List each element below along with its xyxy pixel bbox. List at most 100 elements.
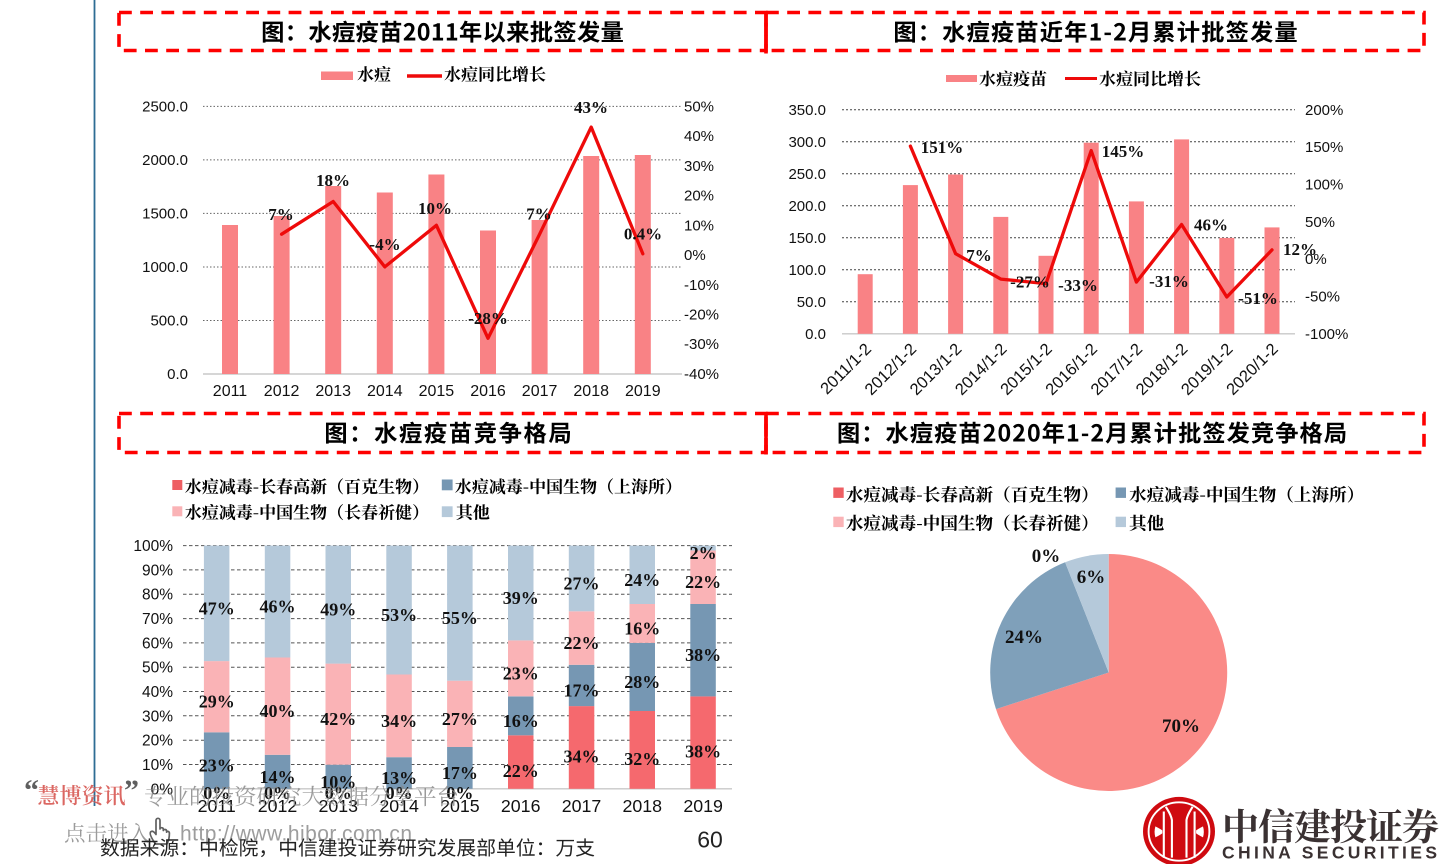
svg-text:-40%: -40% — [684, 366, 719, 383]
svg-text:34%: 34% — [381, 711, 417, 731]
svg-text:22%: 22% — [685, 572, 721, 592]
svg-text:200%: 200% — [1305, 102, 1343, 119]
svg-text:17%: 17% — [564, 680, 600, 700]
svg-text:20%: 20% — [142, 733, 173, 750]
svg-text:250.0: 250.0 — [788, 166, 826, 183]
svg-text:2014: 2014 — [379, 796, 419, 816]
svg-text:16%: 16% — [503, 711, 539, 731]
svg-text:24%: 24% — [624, 570, 660, 590]
svg-text:0.0: 0.0 — [805, 326, 826, 343]
svg-text:2015: 2015 — [419, 383, 455, 400]
svg-text:39%: 39% — [503, 588, 539, 608]
svg-text:2013: 2013 — [319, 796, 359, 816]
svg-text:32%: 32% — [624, 749, 660, 769]
svg-text:16%: 16% — [624, 618, 660, 638]
svg-text:7%: 7% — [268, 205, 294, 224]
svg-text:43%: 43% — [574, 98, 608, 117]
svg-text:2019: 2019 — [683, 796, 723, 816]
svg-text:47%: 47% — [199, 598, 235, 618]
svg-text:14%: 14% — [260, 767, 296, 787]
svg-text:22%: 22% — [564, 633, 600, 653]
svg-text:0%: 0% — [1305, 251, 1327, 268]
svg-text:6%: 6% — [1077, 567, 1106, 588]
svg-text:-20%: -20% — [684, 307, 719, 324]
svg-text:2019: 2019 — [625, 383, 661, 400]
svg-text:-28%: -28% — [468, 309, 508, 328]
svg-text:53%: 53% — [381, 605, 417, 625]
svg-text:-100%: -100% — [1305, 326, 1348, 343]
svg-text:40%: 40% — [142, 684, 173, 701]
svg-text:1500.0: 1500.0 — [142, 205, 188, 222]
svg-text:2500.0: 2500.0 — [142, 98, 188, 115]
svg-text:10%: 10% — [418, 199, 452, 218]
svg-text:0%: 0% — [684, 247, 706, 264]
svg-text:2014: 2014 — [367, 383, 403, 400]
svg-text:40%: 40% — [684, 128, 714, 145]
svg-text:”: ” — [124, 774, 139, 807]
svg-text:46%: 46% — [1194, 216, 1228, 235]
svg-text:2017: 2017 — [522, 383, 558, 400]
svg-text:0%: 0% — [1032, 546, 1061, 567]
svg-text:46%: 46% — [260, 597, 296, 617]
svg-text:350.0: 350.0 — [788, 102, 826, 119]
svg-text:-30%: -30% — [684, 336, 719, 353]
svg-text:100%: 100% — [133, 538, 173, 555]
svg-text:7%: 7% — [966, 246, 992, 265]
svg-text:29%: 29% — [199, 692, 235, 712]
svg-text:2013: 2013 — [315, 383, 351, 400]
svg-text:50.0: 50.0 — [797, 294, 826, 311]
svg-text:10%: 10% — [142, 757, 173, 774]
svg-text:50%: 50% — [1305, 214, 1335, 231]
svg-text:100%: 100% — [1305, 177, 1343, 194]
svg-text:151%: 151% — [921, 138, 964, 157]
svg-text:10%: 10% — [320, 772, 356, 792]
svg-text:2000.0: 2000.0 — [142, 152, 188, 169]
svg-text:300.0: 300.0 — [788, 134, 826, 151]
svg-text:2017: 2017 — [562, 796, 602, 816]
svg-text:38%: 38% — [685, 742, 721, 762]
svg-text:70%: 70% — [1162, 716, 1200, 737]
svg-text:-10%: -10% — [684, 277, 719, 294]
svg-text:20%: 20% — [684, 188, 714, 205]
svg-text:200.0: 200.0 — [788, 198, 826, 215]
svg-text:60: 60 — [697, 827, 723, 853]
svg-text:27%: 27% — [442, 709, 478, 729]
svg-text:2011: 2011 — [213, 383, 248, 400]
svg-text:38%: 38% — [685, 645, 721, 665]
svg-text:22%: 22% — [503, 761, 539, 781]
svg-text:34%: 34% — [564, 747, 600, 767]
svg-text:500.0: 500.0 — [150, 313, 188, 330]
svg-text:-50%: -50% — [1305, 289, 1340, 306]
svg-text:0.0: 0.0 — [167, 366, 188, 383]
svg-text:2018: 2018 — [623, 796, 663, 816]
svg-text:http://www.hibor.com.cn: http://www.hibor.com.cn — [180, 823, 412, 846]
svg-text:2018: 2018 — [573, 383, 609, 400]
svg-text:30%: 30% — [684, 158, 714, 175]
svg-text:“: “ — [24, 774, 39, 807]
svg-text:2%: 2% — [690, 543, 717, 563]
svg-text:145%: 145% — [1102, 142, 1145, 161]
svg-text:100.0: 100.0 — [788, 262, 826, 279]
svg-text:23%: 23% — [199, 756, 235, 776]
svg-text:30%: 30% — [142, 708, 173, 725]
svg-text:13%: 13% — [381, 768, 417, 788]
svg-text:49%: 49% — [320, 600, 356, 620]
svg-text:50%: 50% — [684, 98, 714, 115]
svg-text:150.0: 150.0 — [788, 230, 826, 247]
svg-text:50%: 50% — [142, 660, 173, 677]
svg-text:-51%: -51% — [1238, 289, 1278, 308]
svg-text:2012: 2012 — [264, 383, 300, 400]
svg-text:1000.0: 1000.0 — [142, 259, 188, 276]
svg-text:80%: 80% — [142, 587, 173, 604]
svg-text:27%: 27% — [564, 573, 600, 593]
svg-text:-4%: -4% — [369, 235, 400, 254]
svg-text:2016: 2016 — [501, 796, 541, 816]
svg-text:55%: 55% — [442, 608, 478, 628]
svg-text:24%: 24% — [1005, 627, 1043, 648]
svg-text:7%: 7% — [526, 205, 552, 224]
svg-text:-31%: -31% — [1149, 272, 1189, 291]
svg-text:18%: 18% — [316, 171, 350, 190]
svg-text:42%: 42% — [320, 709, 356, 729]
svg-text:28%: 28% — [624, 672, 660, 692]
svg-text:-27%: -27% — [1010, 273, 1050, 292]
